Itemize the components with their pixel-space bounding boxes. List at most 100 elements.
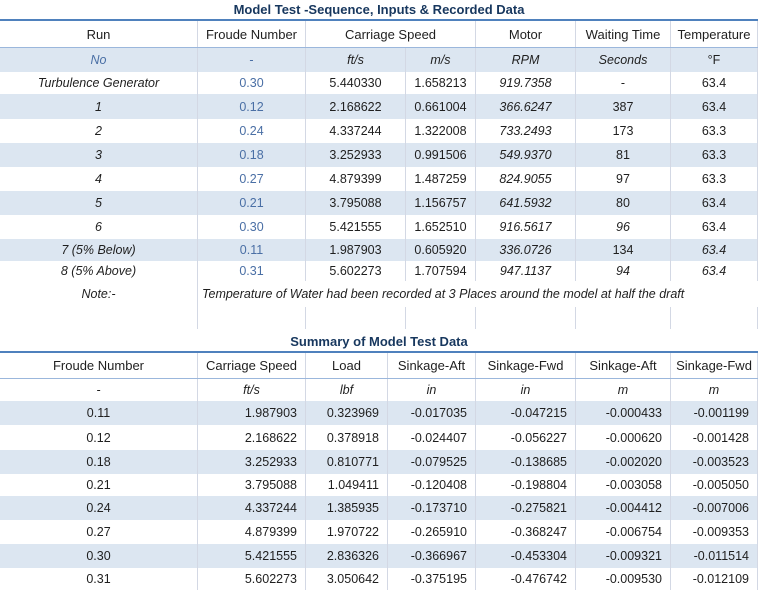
empty-cell[interactable] [576, 307, 671, 329]
table-cell[interactable]: -0.056227 [476, 425, 576, 450]
table-cell[interactable]: 4.337244 [306, 119, 406, 143]
table-cell[interactable]: 94 [576, 261, 671, 281]
table-cell[interactable]: 1.707594 [406, 261, 476, 281]
table-cell[interactable]: 97 [576, 167, 671, 191]
table-cell[interactable]: 0.31 [0, 568, 198, 590]
table-cell[interactable]: 63.4 [671, 191, 758, 215]
note-label[interactable]: Note:- [0, 281, 198, 307]
table-cell[interactable]: 2.168622 [306, 94, 406, 119]
table1-title[interactable]: Model Test -Sequence, Inputs & Recorded … [233, 2, 525, 17]
header-froude-number[interactable]: Froude Number [0, 353, 198, 378]
table-cell[interactable]: 96 [576, 215, 671, 239]
header-temperature[interactable]: Temperature [671, 21, 758, 47]
header-sinkage-aft-in[interactable]: Sinkage-Aft [388, 353, 476, 378]
table-cell[interactable]: -0.002020 [576, 450, 671, 474]
table-cell[interactable]: 3.050642 [306, 568, 388, 590]
table-cell[interactable]: 63.4 [671, 215, 758, 239]
table-cell[interactable]: 0.27 [198, 167, 306, 191]
table-cell[interactable]: 0.30 [0, 544, 198, 568]
table-cell[interactable]: 4.879399 [198, 520, 306, 544]
table-cell[interactable]: -0.368247 [476, 520, 576, 544]
note-text[interactable]: Temperature of Water had been recorded a… [202, 287, 685, 301]
table-cell[interactable]: 1.658213 [406, 72, 476, 94]
unit-cell[interactable]: m [576, 379, 671, 401]
table-cell[interactable]: 0.24 [0, 496, 198, 520]
table-cell[interactable]: 3.795088 [306, 191, 406, 215]
table-cell[interactable]: -0.009321 [576, 544, 671, 568]
table-cell[interactable]: 387 [576, 94, 671, 119]
table-cell[interactable]: -0.047215 [476, 401, 576, 425]
table-cell[interactable]: -0.012109 [671, 568, 758, 590]
empty-cell[interactable] [198, 307, 306, 329]
table-cell[interactable]: -0.005050 [671, 474, 758, 496]
table-cell[interactable]: -0.138685 [476, 450, 576, 474]
unit-cell[interactable]: ft/s [198, 379, 306, 401]
unit-cell[interactable]: ft/s [306, 48, 406, 72]
table-cell[interactable]: 0.18 [198, 143, 306, 167]
table-cell[interactable]: 0.18 [0, 450, 198, 474]
table-cell[interactable]: -0.476742 [476, 568, 576, 590]
table-cell[interactable]: 0.30 [198, 215, 306, 239]
table-cell[interactable]: -0.004412 [576, 496, 671, 520]
table-cell[interactable]: 1.970722 [306, 520, 388, 544]
table-cell[interactable]: 1.322008 [406, 119, 476, 143]
table-cell[interactable]: 5.421555 [306, 215, 406, 239]
table-cell[interactable]: -0.000620 [576, 425, 671, 450]
table-cell[interactable]: -0.011514 [671, 544, 758, 568]
unit-cell[interactable]: No [0, 48, 198, 72]
unit-cell[interactable]: - [198, 48, 306, 72]
unit-cell[interactable]: in [388, 379, 476, 401]
header-load[interactable]: Load [306, 353, 388, 378]
header-sinkage-aft-m[interactable]: Sinkage-Aft [576, 353, 671, 378]
header-froude-number[interactable]: Froude Number [198, 21, 306, 47]
header-carriage-speed[interactable]: Carriage Speed [306, 21, 476, 47]
unit-cell[interactable]: m/s [406, 48, 476, 72]
table-cell[interactable]: 0.323969 [306, 401, 388, 425]
table-cell[interactable]: -0.003523 [671, 450, 758, 474]
table-cell[interactable]: 0.30 [198, 72, 306, 94]
table-cell[interactable]: 336.0726 [476, 239, 576, 261]
table-cell[interactable]: 641.5932 [476, 191, 576, 215]
table-cell[interactable]: 1.987903 [306, 239, 406, 261]
table-cell[interactable]: -0.001428 [671, 425, 758, 450]
table-cell[interactable]: 1.156757 [406, 191, 476, 215]
table-cell[interactable]: 8 (5% Above) [0, 261, 198, 281]
table-cell[interactable]: 1.987903 [198, 401, 306, 425]
header-waiting-time[interactable]: Waiting Time [576, 21, 671, 47]
unit-cell[interactable]: lbf [306, 379, 388, 401]
table-cell[interactable]: 4.879399 [306, 167, 406, 191]
table-cell[interactable]: 1 [0, 94, 198, 119]
unit-cell[interactable]: in [476, 379, 576, 401]
table-cell[interactable]: 5.602273 [198, 568, 306, 590]
unit-cell[interactable]: RPM [476, 48, 576, 72]
table-cell[interactable]: -0.366967 [388, 544, 476, 568]
table-cell[interactable]: 0.810771 [306, 450, 388, 474]
table-cell[interactable]: 916.5617 [476, 215, 576, 239]
table-cell[interactable]: 549.9370 [476, 143, 576, 167]
table-cell[interactable]: 0.21 [0, 474, 198, 496]
unit-cell[interactable]: °F [671, 48, 758, 72]
table-cell[interactable]: 0.31 [198, 261, 306, 281]
table-cell[interactable]: -0.453304 [476, 544, 576, 568]
table-cell[interactable]: - [576, 72, 671, 94]
table-cell[interactable]: 0.12 [198, 94, 306, 119]
header-sinkage-fwd-in[interactable]: Sinkage-Fwd [476, 353, 576, 378]
table-cell[interactable]: 63.4 [671, 72, 758, 94]
unit-cell[interactable]: - [0, 379, 198, 401]
header-sinkage-fwd-m[interactable]: Sinkage-Fwd [671, 353, 758, 378]
table-cell[interactable]: 3.795088 [198, 474, 306, 496]
table-cell[interactable]: 1.652510 [406, 215, 476, 239]
table-cell[interactable]: 63.4 [671, 261, 758, 281]
table-cell[interactable]: 2 [0, 119, 198, 143]
empty-cell[interactable] [306, 307, 406, 329]
table-cell[interactable]: 1.385935 [306, 496, 388, 520]
header-carriage-speed[interactable]: Carriage Speed [198, 353, 306, 378]
table-cell[interactable]: 6 [0, 215, 198, 239]
table-cell[interactable]: 0.12 [0, 425, 198, 450]
unit-cell[interactable]: Seconds [576, 48, 671, 72]
table-cell[interactable]: 173 [576, 119, 671, 143]
table-cell[interactable]: -0.006754 [576, 520, 671, 544]
table-cell[interactable]: -0.275821 [476, 496, 576, 520]
table-cell[interactable]: 733.2493 [476, 119, 576, 143]
table-cell[interactable]: 0.21 [198, 191, 306, 215]
